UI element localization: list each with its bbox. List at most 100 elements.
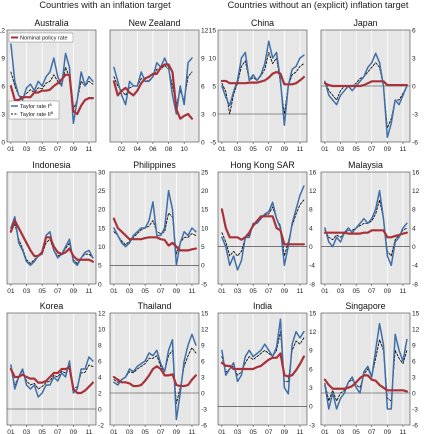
panel-korea: Korea 01 03 05 07 09 11 -2 0 2 4 6 8 10 12 [6,301,106,434]
panel-title: New Zealand [129,18,181,28]
series-line-policy-rate [9,73,94,116]
y-tick-label: 8 [309,207,313,214]
y-tick-label: 9 [412,342,416,349]
y-tick-label: 4 [98,374,102,381]
y-tick-label: 9 [201,55,205,62]
y-tick-label: 12 [0,27,5,34]
series-line-policy-rate [220,352,305,378]
y-tick-label: 9 [201,342,205,349]
x-tick-label: 03 [337,288,345,295]
panel-title: China [251,18,274,28]
x-tick-label: 05 [352,146,360,153]
panel-frame [320,171,411,285]
y-tick-label: 25 [201,169,209,176]
series-line-taylor-rate-1 [113,57,193,115]
y-tick-label: 10 [98,326,106,333]
panel-frame [109,312,200,426]
y-tick-label: 0 [201,263,205,270]
y-tick-label: 0 [412,244,416,251]
y-tick-label: -8 [412,281,418,288]
x-tick-label: 01 [7,429,15,434]
series-line-policy-rate [9,219,94,263]
legend-label-policy-rate: Nominal policy rate [20,36,68,42]
series-line-taylor-rate-1 [221,40,305,126]
x-tick-label: 09 [173,429,181,434]
series-line-taylor-rate-2 [324,62,408,129]
y-tick-label: -3 [201,406,207,413]
x-tick-label: 07 [368,429,376,434]
y-tick-label: 0 [201,139,205,146]
panel-new-zealand: New Zealand 02 04 06 08 10 0 3 6 9 12 [109,18,209,153]
x-tick-label: 01 [7,288,15,295]
series-line-taylor-rate-2 [113,212,197,255]
series-line-policy-rate [323,229,408,239]
panel-frame [217,29,308,143]
y-tick-label: 15 [209,27,217,34]
y-tick-label: 0 [412,390,416,397]
x-tick-label: 11 [400,146,407,153]
x-tick-label: 07 [265,429,273,434]
y-tick-label: 10 [209,55,217,62]
x-tick-label: 01 [7,146,15,153]
x-tick-label: 08 [165,146,173,153]
panel-frame [320,312,411,426]
plot-area [218,172,307,284]
panel-frame [6,29,97,143]
x-tick-label: 03 [234,429,242,434]
y-tick-label: 0 [201,390,205,397]
y-tick-label: 3 [201,374,205,381]
y-tick-label: -5 [210,139,216,146]
x-tick-label: 09 [173,288,181,295]
x-tick-label: 07 [54,146,62,153]
x-tick-label: 11 [189,429,196,434]
x-tick-label: 11 [297,429,304,434]
x-tick-label: 11 [400,288,407,295]
x-tick-label: 11 [297,146,304,153]
y-tick-label: 12 [309,188,317,195]
y-tick-label: -2 [98,422,104,429]
group-title-without-target: Countries without an (explicit) inflatio… [227,0,409,10]
series-line-policy-rate [220,208,305,246]
panel-frame [109,171,200,285]
x-tick-label: 05 [249,146,257,153]
y-tick-label: 25 [98,188,106,195]
x-tick-label: 09 [70,429,78,434]
plot-area [218,313,307,425]
y-tick-label: 0 [1,139,5,146]
y-tick-label: 6 [412,358,416,365]
plot-area [7,30,96,142]
y-tick-label: 6 [98,358,102,365]
x-tick-label: 01 [218,146,226,153]
x-tick-label: 01 [321,288,329,295]
x-tick-label: 09 [70,146,78,153]
x-tick-label: 09 [70,288,78,295]
legend-label-taylor-rate-1: Taylor rate Ia [20,102,52,110]
x-tick-label: 11 [297,288,304,295]
x-tick-label: 09 [281,288,289,295]
x-tick-label: 07 [54,429,62,434]
y-tick-label: 15 [309,310,317,317]
x-tick-label: 05 [38,288,46,295]
x-tick-label: 02 [118,146,126,153]
x-tick-label: 09 [384,429,392,434]
x-tick-label: 05 [352,288,360,295]
y-tick-label: -6 [201,422,207,429]
legend-label-taylor-rate-2: Taylor rate IIa [20,110,54,118]
y-tick-label: 12 [412,188,420,195]
x-tick-label: 07 [54,288,62,295]
x-tick-label: 05 [38,146,46,153]
series-line-policy-rate [323,374,408,393]
x-tick-label: 05 [141,288,149,295]
x-tick-label: 03 [23,288,31,295]
legend-superscript: a [51,110,54,115]
y-tick-label: 0 [98,406,102,413]
x-tick-label: 07 [265,288,273,295]
panel-frame [217,171,308,285]
legend-superscript: a [49,102,52,107]
x-tick-label: 04 [134,146,142,153]
y-tick-label: 12 [98,310,106,317]
x-tick-label: 03 [234,288,242,295]
x-tick-label: 01 [218,429,226,434]
y-tick-label: 6 [201,83,205,90]
panel-frame [320,29,411,143]
